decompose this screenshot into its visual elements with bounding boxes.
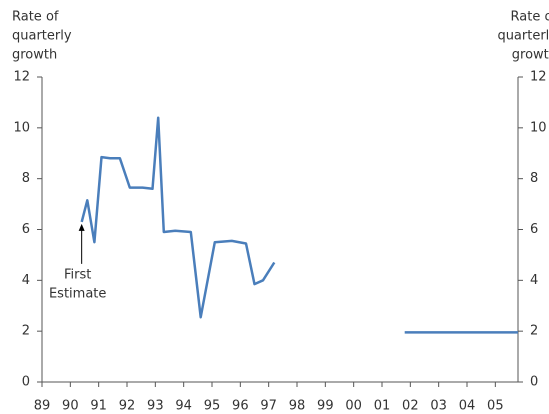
- y2-tick-label: 10: [530, 120, 547, 135]
- x-tick-label: 92: [119, 399, 136, 414]
- x-tick-label: 99: [317, 399, 334, 414]
- y2-tick-label: 12: [530, 70, 547, 85]
- y2-tick-label: 6: [530, 222, 538, 237]
- y-tick-label: 8: [22, 171, 30, 186]
- y2-axis-title: quarterly: [497, 29, 549, 44]
- y-axis-title: quarterly: [12, 29, 72, 44]
- x-tick-label: 01: [374, 399, 391, 414]
- x-tick-label: 98: [289, 399, 306, 414]
- y-tick-label: 0: [22, 375, 30, 390]
- x-tick-label: 94: [175, 399, 192, 414]
- y-axis-title: growth: [12, 48, 57, 63]
- y-tick-label: 10: [13, 120, 30, 135]
- y2-tick-label: 8: [530, 171, 538, 186]
- x-tick-label: 97: [260, 399, 277, 414]
- x-tick-label: 05: [487, 399, 504, 414]
- y-axis-title: Rate of: [12, 10, 59, 25]
- y2-axis-title: growth: [512, 48, 549, 63]
- x-tick-label: 95: [204, 399, 221, 414]
- x-tick-label: 03: [430, 399, 447, 414]
- y2-tick-label: 4: [530, 273, 538, 288]
- y2-axis-title: Rate of: [511, 10, 549, 25]
- x-tick-label: 02: [402, 399, 419, 414]
- y2-tick-label: 0: [530, 375, 538, 390]
- x-tick-label: 89: [34, 399, 51, 414]
- y-tick-label: 4: [22, 273, 30, 288]
- y-tick-label: 2: [22, 324, 30, 339]
- x-tick-label: 00: [345, 399, 362, 414]
- x-tick-label: 93: [147, 399, 164, 414]
- annotation: First: [64, 267, 91, 282]
- annotation: Estimate: [49, 286, 106, 301]
- y-tick-label: 12: [13, 70, 30, 85]
- annotation-arrowhead: [78, 223, 85, 231]
- x-tick-label: 90: [62, 399, 79, 414]
- x-tick-label: 96: [232, 399, 249, 414]
- line-series: [80, 116, 276, 319]
- x-tick-label: 91: [90, 399, 107, 414]
- y2-tick-label: 2: [530, 324, 538, 339]
- y-tick-label: 6: [22, 222, 30, 237]
- x-tick-label: 04: [459, 399, 476, 414]
